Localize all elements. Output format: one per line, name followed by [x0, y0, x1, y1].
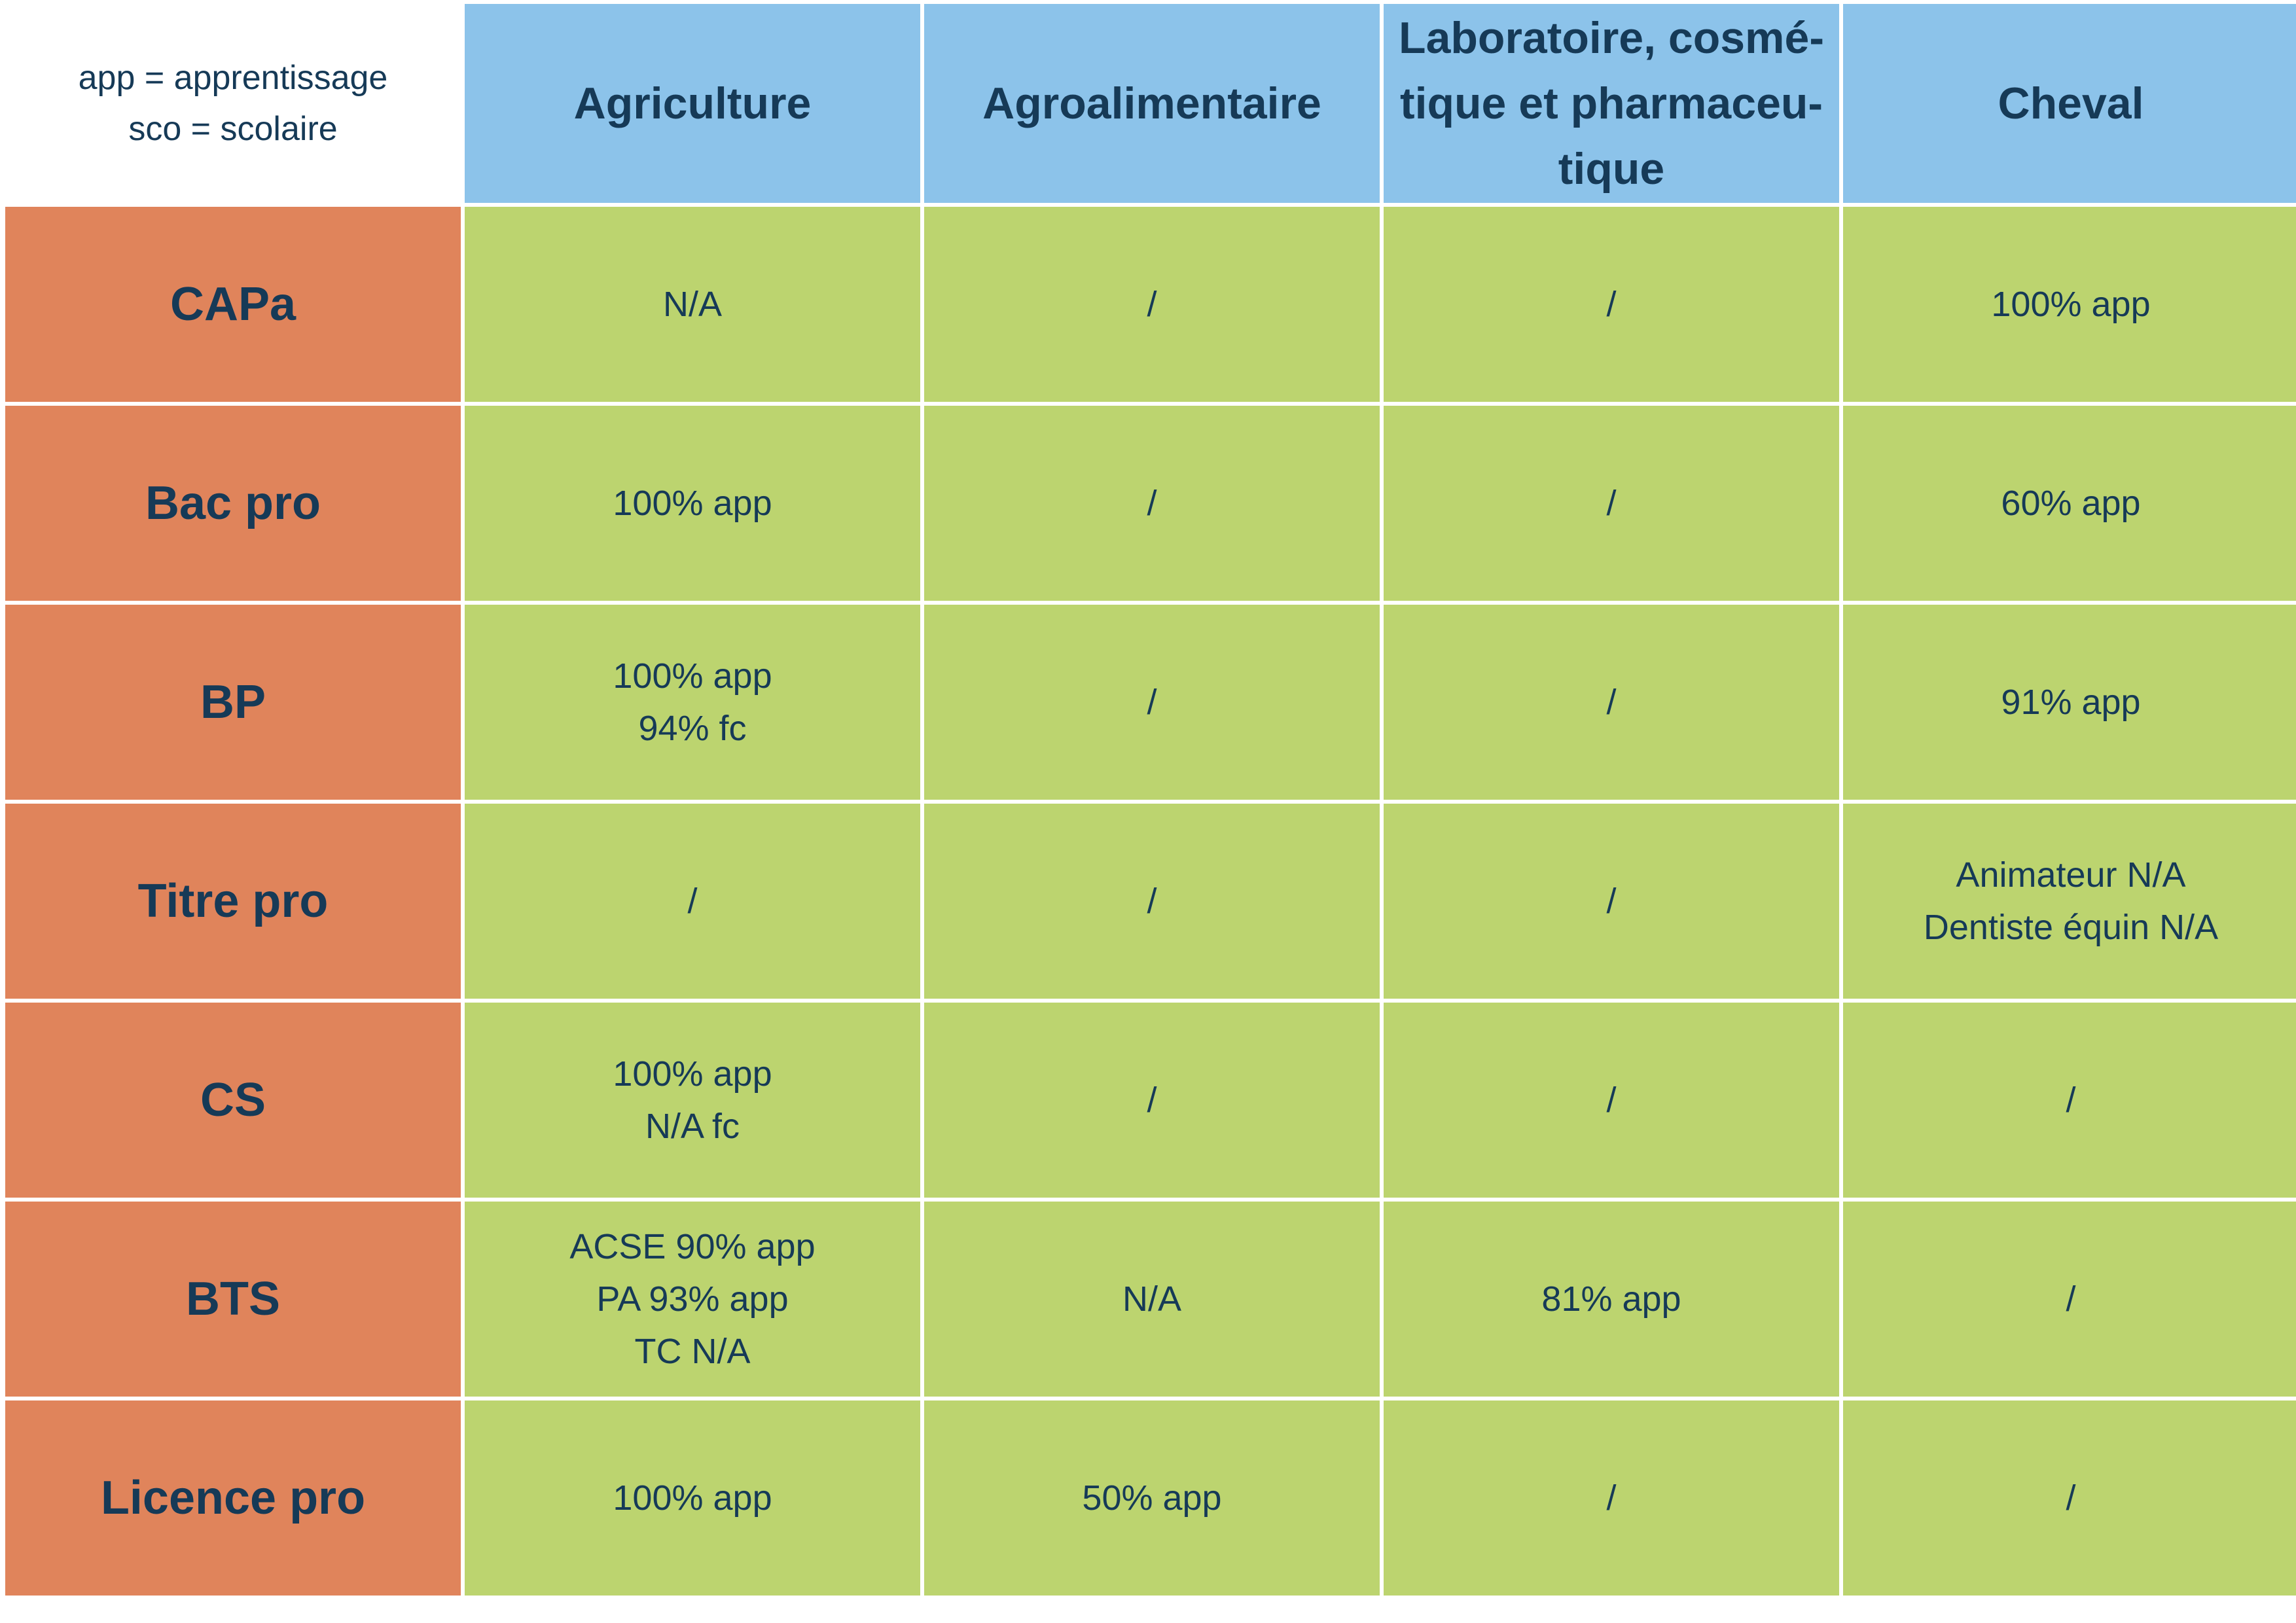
column-header-laboratoire-cosme: Laboratoire, cosmé-tique et pharmaceu-ti…: [1384, 4, 1842, 205]
table-cell: /: [924, 605, 1382, 802]
cell-value: /: [1147, 882, 1157, 921]
cell-value: N/A fc: [645, 1107, 740, 1146]
row-header-titre-pro: Titre pro: [5, 804, 463, 1001]
table-cell: 100% app N/A fc: [465, 1003, 923, 1200]
cell-value: 94% fc: [638, 709, 747, 748]
cell-value: /: [687, 882, 698, 921]
table-cell: Animateur N/A Dentiste équin N/A: [1843, 804, 2296, 1001]
table-cell: /: [1843, 1003, 2296, 1200]
table-cell: /: [924, 406, 1382, 603]
legend: app = apprentissage sco = scolaire: [5, 4, 463, 205]
cell-value: /: [2066, 1080, 2076, 1120]
cell-value: 91% app: [2001, 683, 2141, 722]
table-cell: /: [1843, 1400, 2296, 1598]
table-cell: 100% app 94% fc: [465, 605, 923, 802]
table-cell: 50% app: [924, 1400, 1382, 1598]
row-header-bts: BTS: [5, 1202, 463, 1399]
legend-line-app: app = apprentissage: [78, 59, 388, 97]
cell-value: /: [1606, 1080, 1617, 1120]
row-header-cs: CS: [5, 1003, 463, 1200]
table-cell: 100% app: [465, 1400, 923, 1598]
cell-value: 100% app: [613, 484, 772, 523]
column-header-agroalimentaire: Agroalimentaire: [924, 4, 1382, 205]
table-cell: N/A: [924, 1202, 1382, 1399]
table-cell: 100% app: [465, 406, 923, 603]
table-cell: /: [1384, 804, 1842, 1001]
cell-value: /: [1147, 1080, 1157, 1120]
cell-value: 100% app: [1991, 285, 2151, 324]
row-header-capa: CAPa: [5, 207, 463, 404]
cell-value: PA 93% app: [596, 1279, 789, 1319]
table-cell: 60% app: [1843, 406, 2296, 603]
table-cell: /: [1384, 605, 1842, 802]
row-header-bp: BP: [5, 605, 463, 802]
table-cell: /: [924, 1003, 1382, 1200]
cell-value: /: [1606, 683, 1617, 722]
column-header-line: tique: [1558, 144, 1665, 194]
column-header-agriculture: Agriculture: [465, 4, 923, 205]
cell-value: /: [1147, 683, 1157, 722]
cell-value: /: [1606, 1478, 1617, 1518]
cell-value: Animateur N/A: [1956, 855, 2186, 895]
column-header-line: Laboratoire, cosmé-: [1399, 13, 1824, 63]
cell-value: 50% app: [1082, 1478, 1222, 1518]
cell-value: N/A: [662, 285, 723, 324]
table-cell: 81% app: [1384, 1202, 1842, 1399]
table-cell: /: [924, 207, 1382, 404]
row-header-bac-pro: Bac pro: [5, 406, 463, 603]
cell-value: /: [1147, 484, 1157, 523]
column-header-line: Cheval: [1998, 79, 2144, 128]
table-cell: /: [1384, 406, 1842, 603]
table-cell: /: [1843, 1202, 2296, 1399]
column-header-line: Agriculture: [573, 79, 812, 128]
cell-value: 60% app: [2001, 484, 2141, 523]
cell-value: /: [2066, 1478, 2076, 1518]
cell-value: Dentiste équin N/A: [1923, 908, 2219, 947]
cell-value: /: [1147, 285, 1157, 324]
cell-value: 100% app: [613, 1054, 772, 1094]
table-cell: /: [1384, 1400, 1842, 1598]
cell-value: 81% app: [1541, 1279, 1681, 1319]
row-header-licence-pro: Licence pro: [5, 1400, 463, 1598]
cell-value: 100% app: [613, 656, 772, 696]
legend-line-sco: sco = scolaire: [128, 110, 338, 148]
column-header-cheval: Cheval: [1843, 4, 2296, 205]
cell-value: TC N/A: [634, 1332, 751, 1371]
column-header-line: Agroalimentaire: [982, 79, 1321, 128]
table-cell: /: [465, 804, 923, 1001]
table-cell: /: [924, 804, 1382, 1001]
cell-value: /: [1606, 285, 1617, 324]
cell-value: ACSE 90% app: [569, 1227, 816, 1266]
cell-value: /: [1606, 484, 1617, 523]
cell-value: /: [1606, 882, 1617, 921]
cell-value: N/A: [1122, 1279, 1182, 1319]
table-cell: ACSE 90% app PA 93% app TC N/A: [465, 1202, 923, 1399]
cell-value: 100% app: [613, 1478, 772, 1518]
table-cell: 100% app: [1843, 207, 2296, 404]
table-cell: /: [1384, 207, 1842, 404]
table-cell: 91% app: [1843, 605, 2296, 802]
column-header-line: tique et pharmaceu-: [1399, 79, 1823, 128]
table-cell: /: [1384, 1003, 1842, 1200]
cell-value: /: [2066, 1279, 2076, 1319]
table-cell: N/A: [465, 207, 923, 404]
